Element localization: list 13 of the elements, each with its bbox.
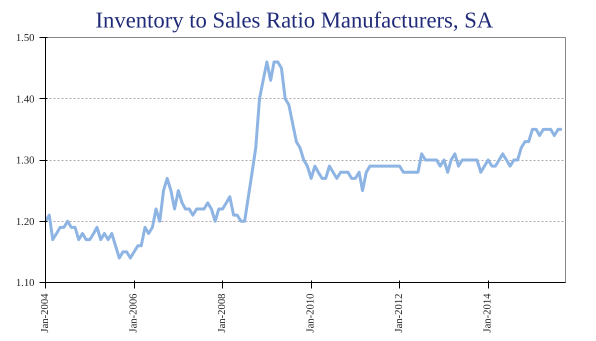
x-tick-label: Jan-2010	[306, 293, 317, 333]
x-tick-label: Jan-2006	[128, 292, 140, 333]
y-tick-label: 1.30	[16, 156, 35, 166]
chart-title: Inventory to Sales Ratio Manufacturers, SA	[96, 8, 494, 32]
x-tick-label: Jan-2004	[40, 292, 51, 333]
y-tick-label: 1.10	[16, 278, 35, 289]
y-tick-label: 1.50	[16, 33, 35, 44]
x-tick-label: Jan-2014	[482, 292, 494, 333]
x-tick-label: Jan-2012	[394, 293, 406, 333]
line-series	[46, 60, 564, 260]
y-tick-label: 1.20	[16, 216, 35, 228]
y-tick-label: 1.40	[16, 94, 35, 106]
x-tick-label: Jan-2008	[217, 293, 228, 333]
